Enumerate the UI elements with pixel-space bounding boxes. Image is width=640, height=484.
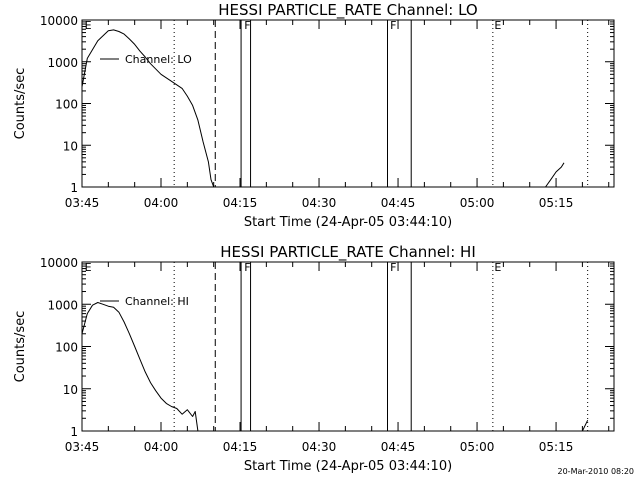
lo-event-marker-3: E (494, 19, 501, 32)
lo-y-tick-label: 10 (63, 139, 78, 153)
lo-y-axis-label: Counts/sec (13, 68, 28, 140)
lo-y-tick-label: 1 (70, 181, 78, 195)
hi-event-marker-3: E (494, 261, 501, 274)
hi-event-marker-2: F (390, 261, 396, 274)
lo-x-tick-label: 03:45 (65, 196, 100, 210)
lo-panel: HESSI PARTICLE_RATE Channel: LO Counts/se… (13, 1, 615, 230)
hi-y-axis-label: Counts/sec (13, 311, 28, 383)
lo-x-tick-label: 04:45 (381, 196, 416, 210)
lo-x-tick-label: 05:00 (460, 196, 495, 210)
hi-x-tick-label: 05:00 (460, 440, 495, 454)
hi-legend-label: Channel: HI (125, 295, 189, 308)
lo-chart-title: HESSI PARTICLE_RATE Channel: LO (218, 1, 477, 20)
lo-series-line-1 (545, 162, 565, 188)
hi-x-tick-label: 04:30 (302, 440, 337, 454)
hi-plot-frame (81, 261, 615, 432)
lo-x-tick-label: 04:30 (302, 196, 337, 210)
hi-y-tick-label: 1000 (47, 298, 78, 312)
hi-x-tick-label: 04:45 (381, 440, 416, 454)
hi-y-tick-label: 10 (63, 383, 78, 397)
lo-legend-label: Channel: LO (125, 53, 192, 66)
hi-x-tick-label: 03:45 (65, 440, 100, 454)
lo-series-line-0 (81, 29, 215, 188)
hi-panel: HESSI PARTICLE_RATE Channel: HI Counts/se… (13, 243, 615, 474)
footer-timestamp: 20-Mar-2010 08:20 (558, 467, 635, 476)
hi-x-axis-label: Start Time (24-Apr-05 03:44:10) (244, 459, 452, 474)
lo-y-tick-label: 100 (55, 98, 78, 112)
lo-event-marker-1: F (244, 19, 250, 32)
hi-y-tick-label: 10000 (40, 256, 78, 270)
hi-event-marker-0: E (85, 261, 92, 274)
hi-series-line-1 (581, 419, 589, 432)
lo-y-tick-label: 10000 (40, 14, 78, 28)
hi-x-tick-label: 05:15 (539, 440, 574, 454)
lo-x-tick-label: 04:15 (223, 196, 258, 210)
lo-y-tick-label: 1000 (47, 56, 78, 70)
lo-x-tick-label: 04:00 (144, 196, 179, 210)
lo-plot-frame (81, 19, 615, 188)
lo-x-tick-label: 05:15 (539, 196, 574, 210)
hi-chart-title: HESSI PARTICLE_RATE Channel: HI (220, 243, 476, 262)
hi-x-tick-label: 04:00 (144, 440, 179, 454)
lo-event-marker-0: E (85, 19, 92, 32)
lo-event-marker-2: F (390, 19, 396, 32)
hi-series-line-0 (81, 302, 199, 432)
lo-x-axis-label: Start Time (24-Apr-05 03:44:10) (244, 215, 452, 230)
hi-event-marker-1: F (244, 261, 250, 274)
hi-y-tick-label: 100 (55, 341, 78, 355)
hi-y-tick-label: 1 (70, 425, 78, 439)
hi-x-tick-label: 04:15 (223, 440, 258, 454)
